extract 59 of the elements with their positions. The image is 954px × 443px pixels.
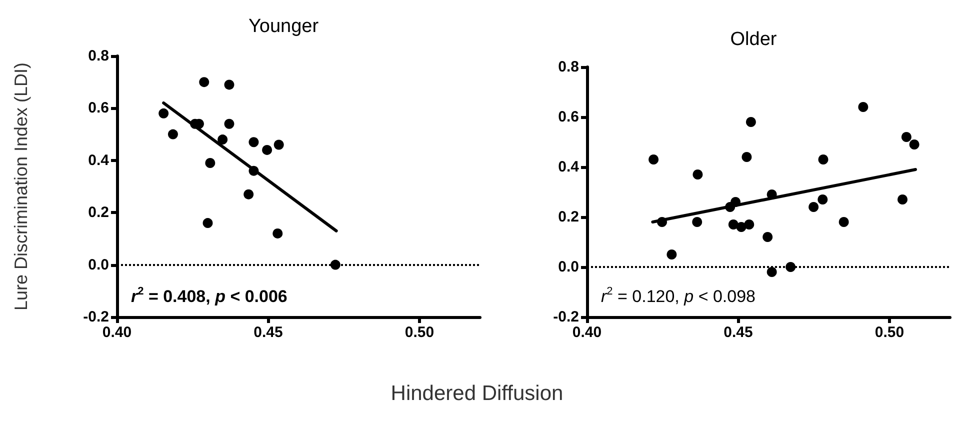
chart-title: Older (730, 29, 778, 50)
point (818, 154, 828, 164)
y-tick-label: 0.0 (88, 256, 109, 274)
point (272, 228, 283, 238)
y-tick-label: 0.8 (558, 58, 579, 76)
y-tick-label: 0.2 (558, 208, 579, 226)
point (248, 166, 259, 176)
point (762, 232, 773, 242)
point (330, 260, 340, 270)
point (744, 220, 754, 230)
y-tick-label: 0.2 (88, 204, 109, 222)
point (248, 137, 259, 148)
x-axis-title: Hindered Diffusion (390, 382, 564, 406)
point (742, 152, 752, 162)
point (901, 132, 912, 142)
point (168, 129, 178, 140)
y-tick-label: 0.0 (558, 258, 579, 276)
point (274, 140, 284, 150)
point (818, 194, 828, 204)
point (657, 217, 668, 227)
x-tick-label: 0.40 (572, 324, 602, 341)
y-tick-label: 0.6 (88, 100, 109, 117)
point (218, 134, 228, 145)
x-tick-label: 0.40 (102, 324, 132, 341)
point (692, 170, 703, 180)
point (262, 144, 272, 155)
point (224, 80, 234, 90)
x-tick-label: 0.45 (254, 324, 283, 341)
point (730, 197, 741, 207)
point (746, 117, 756, 127)
point (909, 140, 920, 150)
y-tick-label: -0.2 (83, 308, 109, 326)
point (244, 189, 254, 200)
y-tick-label: -0.2 (553, 308, 579, 326)
y-tick-label: 0.4 (88, 152, 110, 169)
point (858, 102, 868, 112)
point (202, 218, 213, 228)
point (838, 217, 849, 227)
point (648, 154, 659, 164)
y-tick-label: 0.4 (558, 158, 580, 176)
x-tick-label: 0.50 (404, 324, 434, 341)
point (199, 77, 210, 88)
point (158, 108, 169, 118)
point (808, 202, 819, 212)
point (728, 220, 738, 230)
point (786, 262, 796, 272)
point (666, 250, 677, 260)
y-axis-title: Lure Discrimination Index (LDI) (11, 62, 31, 311)
point (766, 267, 777, 277)
chart-title: Younger (248, 16, 320, 37)
point (692, 217, 702, 227)
x-tick-label: 0.45 (724, 324, 753, 341)
point (205, 158, 216, 168)
point (224, 118, 234, 129)
point (898, 194, 908, 204)
point (766, 190, 777, 200)
x-tick-label: 0.50 (874, 324, 904, 341)
y-tick-label: 0.6 (558, 108, 579, 126)
y-tick-label: 0.8 (88, 48, 109, 64)
